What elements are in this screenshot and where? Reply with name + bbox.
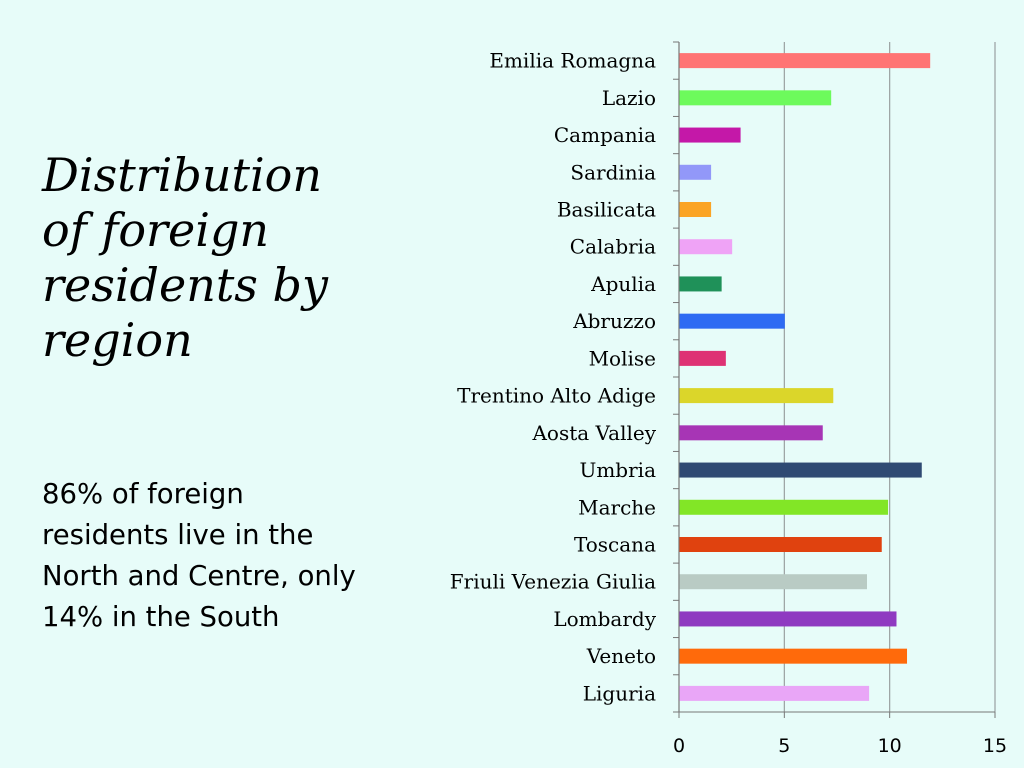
bar: [679, 239, 733, 255]
x-tick-label: 10: [878, 735, 902, 757]
bar: [679, 499, 889, 515]
tick-labels: 0 5 10 15: [673, 735, 1007, 757]
category-label: Abruzzo: [572, 309, 656, 333]
bar: [679, 611, 897, 627]
bar: [679, 276, 722, 292]
bar: [679, 574, 867, 590]
category-label: Emilia Romagna: [489, 49, 656, 73]
category-label: Calabria: [570, 235, 656, 259]
bar: [679, 90, 832, 106]
bar: [679, 462, 922, 478]
category-label: Toscana: [574, 533, 656, 557]
x-tick-label: 5: [778, 735, 790, 757]
bar: [679, 53, 931, 69]
category-label: Liguria: [583, 681, 656, 705]
bar: [679, 164, 712, 180]
category-label: Friuli Venezia Giulia: [450, 570, 656, 594]
category-label: Lazio: [602, 86, 656, 110]
category-label: Marche: [578, 495, 656, 519]
bar: [679, 127, 741, 143]
category-label: Molise: [589, 346, 656, 370]
category-label: Lombardy: [553, 607, 656, 631]
bar: [679, 350, 726, 366]
x-tick-label: 0: [673, 735, 685, 757]
bar: [679, 313, 785, 329]
bar: [679, 648, 908, 664]
bar: [679, 537, 882, 552]
chart-axes: [673, 41, 996, 718]
category-label: Umbria: [579, 458, 656, 482]
category-label: Veneto: [586, 644, 656, 668]
slide-title: Distribution of foreign residents by reg…: [42, 148, 328, 367]
bar: [679, 388, 834, 404]
category-labels: Emilia Romagna Lazio Campania Sardinia Basil…: [450, 49, 657, 706]
bar: [679, 425, 823, 441]
category-label: Basilicata: [557, 198, 656, 222]
category-label: Campania: [554, 123, 656, 147]
chart-gridlines: [783, 42, 996, 712]
bar: [679, 685, 870, 701]
category-label: Trentino Alto Adige: [457, 384, 656, 408]
category-label: Aosta Valley: [531, 421, 656, 445]
bar: [679, 202, 712, 217]
category-label: Apulia: [590, 272, 656, 296]
chart-bars: [679, 53, 931, 701]
slide-body-text: 86% of foreign residents live in the Nor…: [42, 478, 356, 633]
category-label: Sardinia: [570, 160, 656, 184]
x-tick-label: 15: [983, 735, 1007, 757]
